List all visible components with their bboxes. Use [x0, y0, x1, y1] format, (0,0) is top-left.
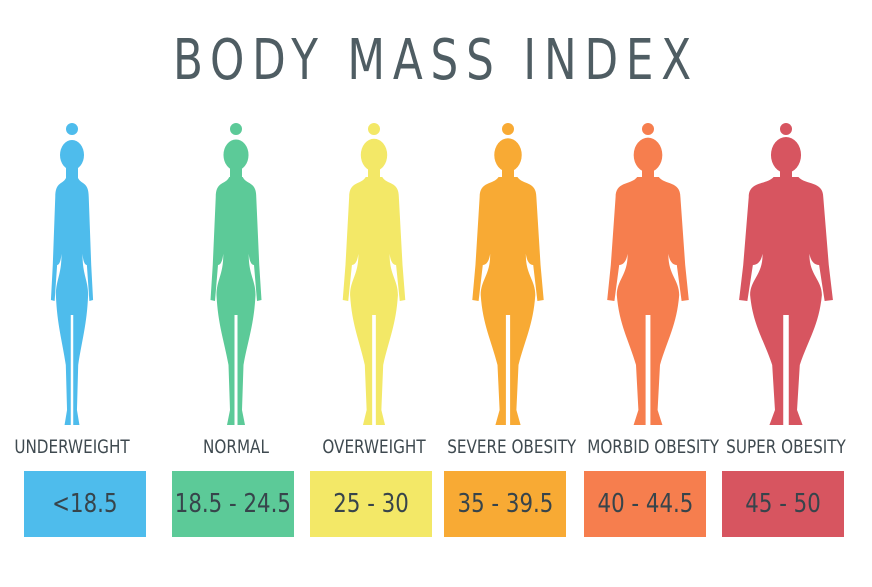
bmi-category: SUPER OBESITY 45 - 50: [716, 0, 856, 587]
bmi-range-value: 40 - 44.5: [597, 489, 693, 519]
category-label: NORMAL: [203, 436, 269, 458]
category-label: MORBID OBESITY: [587, 436, 719, 458]
body-figure-icon: [716, 115, 856, 430]
head-shape: [633, 137, 663, 173]
bmi-category: MORBID OBESITY 40 - 44.5: [578, 0, 719, 587]
bmi-range-badge: <18.5: [24, 471, 146, 537]
body-figure-icon: [438, 115, 578, 430]
bmi-category: NORMAL 18.5 - 24.5: [166, 0, 306, 587]
bmi-range-badge: 18.5 - 24.5: [172, 471, 294, 537]
bmi-range-badge: 25 - 30: [310, 471, 432, 537]
head-shape: [770, 136, 802, 174]
head-shape: [60, 140, 84, 170]
body-figure-icon: [578, 115, 718, 430]
bmi-range-badge: 35 - 39.5: [444, 471, 566, 537]
bmi-range-badge: 40 - 44.5: [584, 471, 706, 537]
body-figure-icon: [166, 115, 306, 430]
body-silhouette: [50, 177, 94, 425]
category-label: SEVERE OBESITY: [447, 436, 577, 458]
head-shape: [360, 138, 388, 172]
head-shape: [494, 138, 522, 172]
body-figure-icon: [304, 115, 444, 430]
body-silhouette: [739, 177, 833, 425]
body-silhouette: [607, 177, 689, 425]
body-figure-icon: [2, 115, 142, 430]
body-silhouette: [342, 177, 406, 425]
bmi-range-value: 25 - 30: [333, 489, 409, 519]
bmi-category: SEVERE OBESITY 35 - 39.5: [438, 0, 578, 587]
hair-bun-shape: [230, 123, 242, 135]
hair-bun-shape: [66, 123, 78, 135]
body-silhouette: [210, 177, 262, 425]
bmi-range-badge: 45 - 50: [722, 471, 844, 537]
bmi-category: UNDERWEIGHT <18.5: [2, 0, 146, 587]
hair-bun-shape: [502, 123, 514, 135]
head-shape: [223, 139, 249, 171]
bmi-range-value: <18.5: [52, 489, 118, 519]
bmi-range-value: 35 - 39.5: [457, 489, 553, 519]
bmi-range-value: 18.5 - 24.5: [174, 489, 292, 519]
bmi-range-value: 45 - 50: [745, 489, 821, 519]
hair-bun-shape: [642, 123, 654, 135]
category-label: UNDERWEIGHT: [14, 436, 130, 458]
category-label: SUPER OBESITY: [726, 436, 846, 458]
hair-bun-shape: [780, 123, 792, 135]
category-label: OVERWEIGHT: [322, 436, 426, 458]
bmi-category: OVERWEIGHT 25 - 30: [304, 0, 444, 587]
page-title: BODY MASS INDEX: [172, 28, 700, 93]
hair-bun-shape: [368, 123, 380, 135]
body-silhouette: [472, 177, 544, 425]
